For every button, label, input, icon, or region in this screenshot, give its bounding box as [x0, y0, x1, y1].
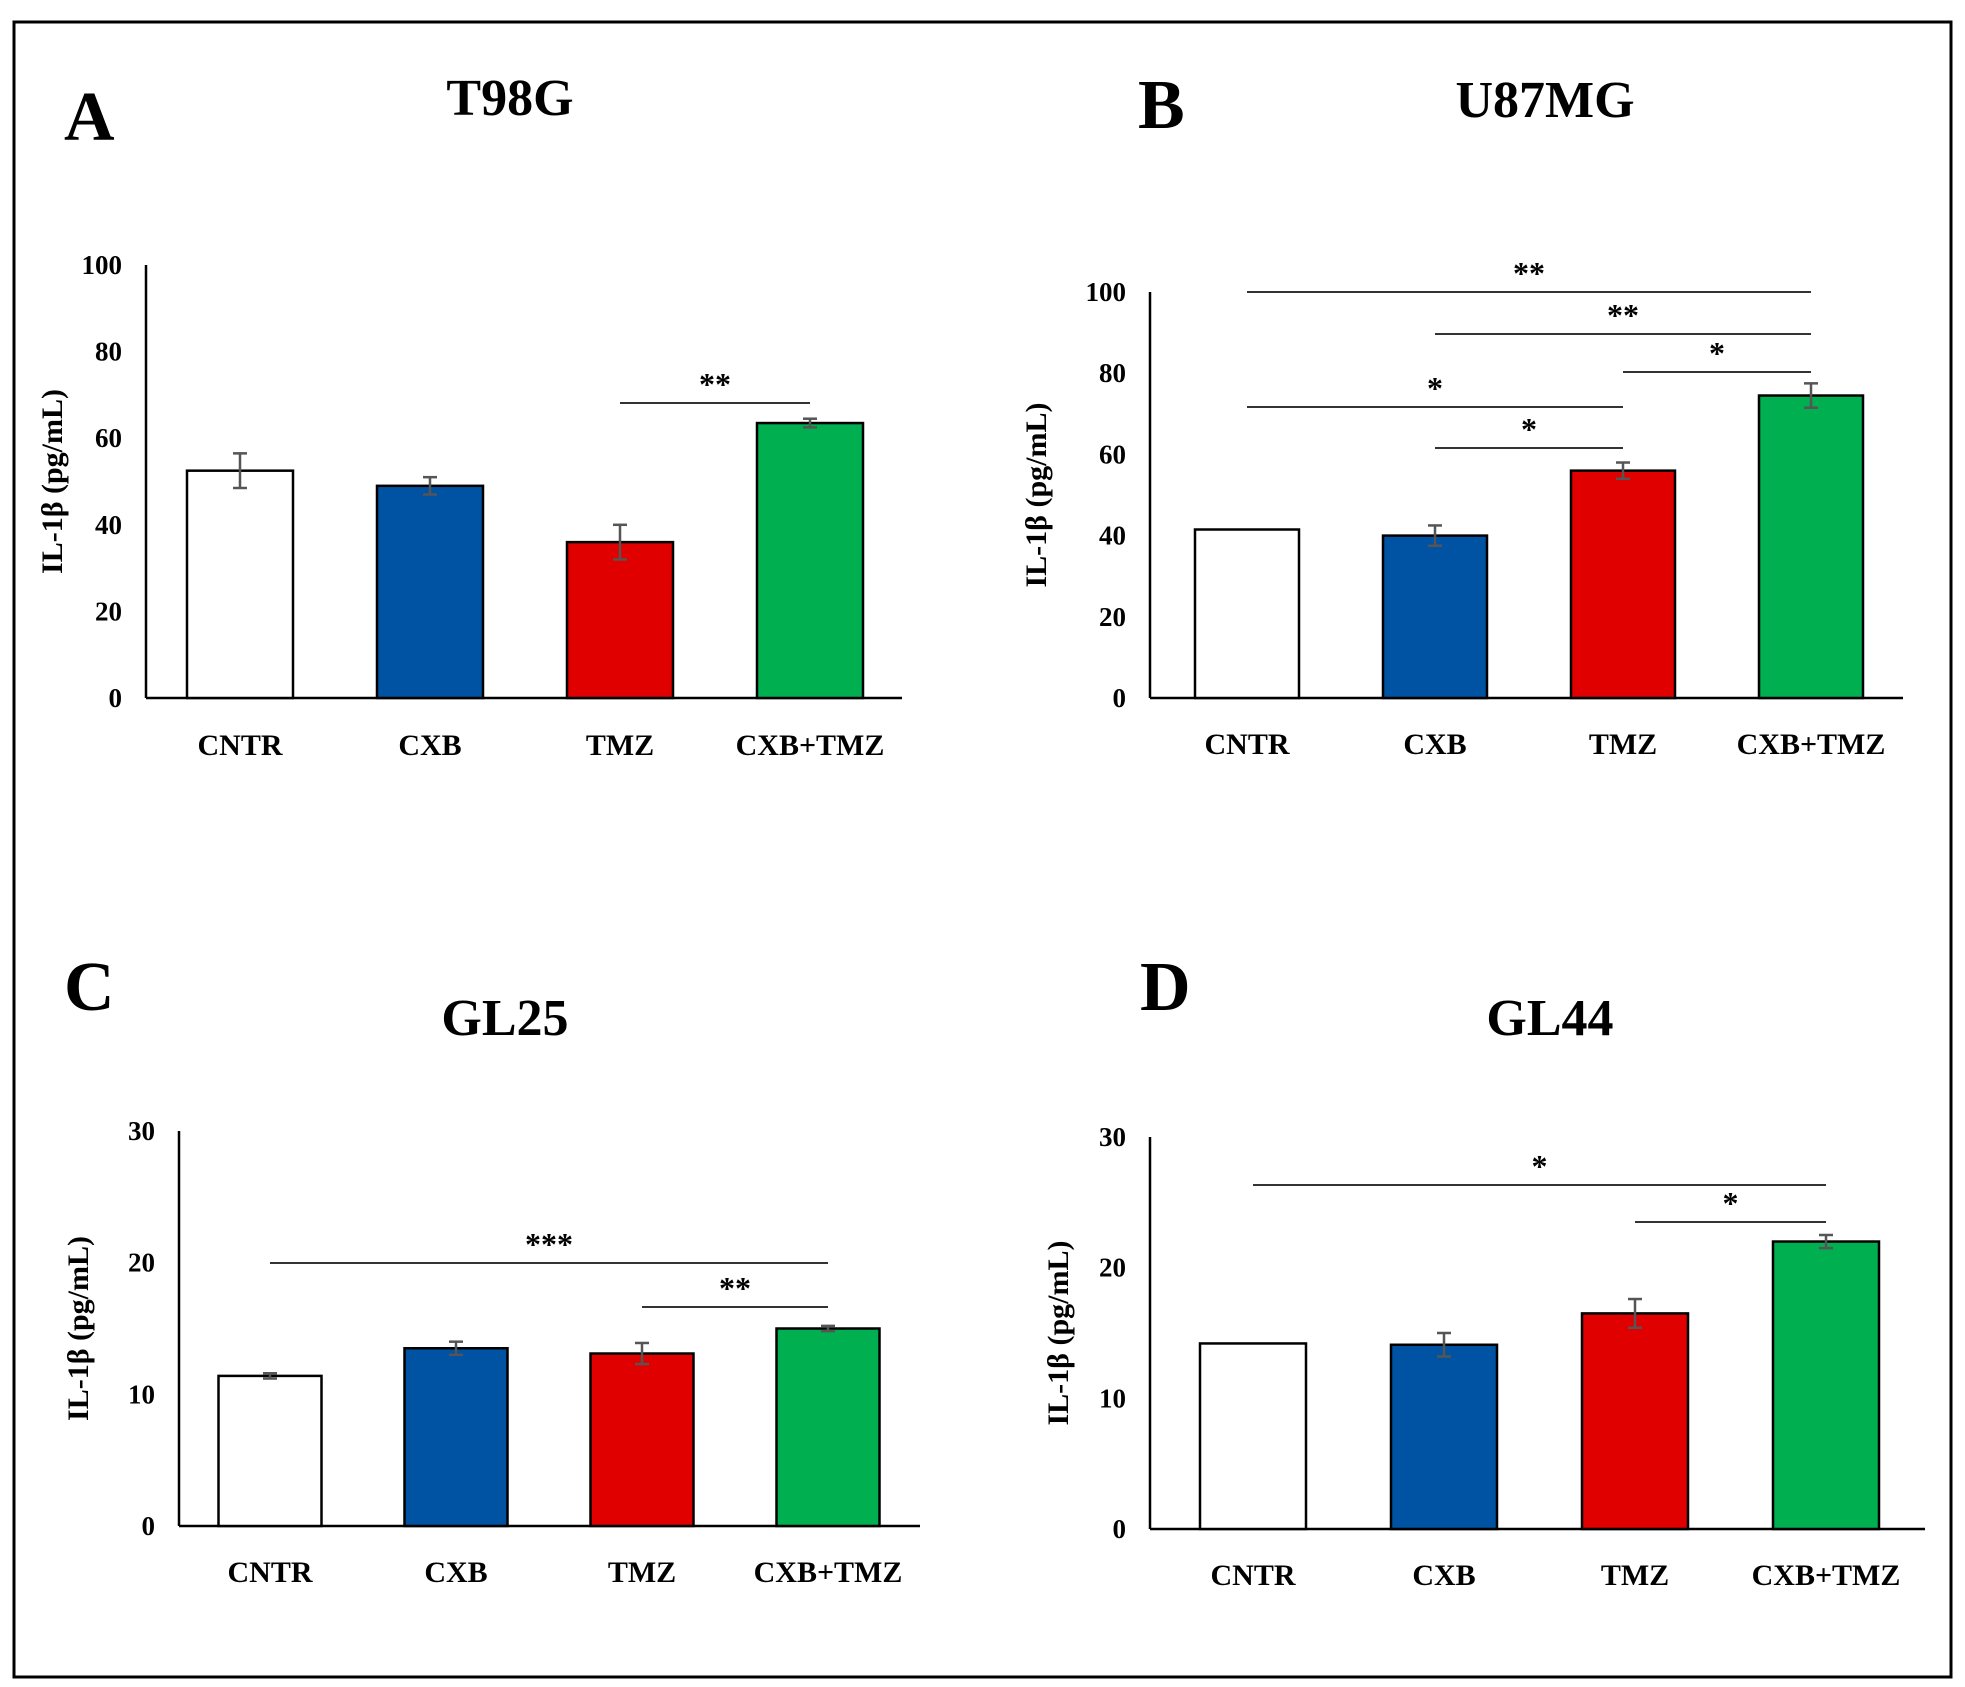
panel-b-category-label: CXB+TMZ	[1737, 728, 1886, 761]
panel-c-bar-tmz	[589, 1352, 695, 1528]
panel-b-significance-label: *	[1521, 411, 1537, 447]
panel-a-y-axis-label: IL-1β (pg/mL)	[36, 389, 69, 574]
panel-c-bar-cntr	[217, 1374, 323, 1528]
panel-c-category-label: CXB	[424, 1556, 487, 1589]
panel-a-y-tick-label: 100	[82, 250, 123, 280]
panel-b-y-tick-label: 100	[1086, 277, 1127, 307]
panel-b-category-label: CNTR	[1204, 728, 1289, 761]
panel-d-significance-label: *	[1532, 1148, 1548, 1184]
panel-b-significance-label: **	[1607, 297, 1639, 333]
panel-b-bar-tmz	[1569, 469, 1677, 700]
panel-b-letter: B	[1138, 67, 1185, 144]
panel-a-title: T98G	[446, 70, 573, 127]
panel-c-bar-cxb-tmz	[775, 1327, 881, 1528]
panel-c-bar-cxb	[403, 1347, 509, 1528]
panel-c-y-axis-label: IL-1β (pg/mL)	[62, 1236, 95, 1421]
panel-a-y-tick-label: 80	[95, 337, 122, 367]
panel-a-bar-cxb	[375, 484, 485, 700]
panel-d-bar-cxb-tmz	[1771, 1240, 1881, 1531]
panel-c-y-tick-label: 0	[142, 1511, 156, 1541]
panel-b-category-label: CXB	[1403, 728, 1466, 761]
panel-a-category-label: CXB	[398, 729, 461, 762]
panel-a-y-tick-label: 0	[109, 683, 123, 713]
panel-d-bar-tmz	[1580, 1312, 1690, 1531]
panel-c-y-tick-label: 30	[128, 1116, 155, 1146]
panel-d-category-label: CNTR	[1210, 1559, 1295, 1592]
panel-c-title: GL25	[441, 990, 568, 1047]
panel-c-y-tick-label: 10	[128, 1379, 155, 1409]
panel-c-category-label: CXB+TMZ	[754, 1556, 903, 1589]
panel-a-y-tick-label: 40	[95, 510, 122, 540]
panel-d-letter: D	[1140, 949, 1191, 1026]
panel-a-y-tick-label: 20	[95, 596, 122, 626]
panel-b-y-tick-label: 80	[1099, 358, 1126, 388]
panel-b-significance-label: **	[1513, 255, 1545, 291]
panel-c-category-label: CNTR	[227, 1556, 312, 1589]
panel-c-significance-label: ***	[525, 1226, 573, 1262]
panel-b-significance-label: *	[1427, 370, 1443, 406]
panel-d-y-tick-label: 0	[1113, 1514, 1127, 1544]
panel-b-y-tick-label: 20	[1099, 602, 1126, 632]
panel-d-y-tick-label: 30	[1099, 1122, 1126, 1152]
panel-b-bar-cntr	[1193, 528, 1301, 700]
panel-a-bar-cxb-tmz	[755, 421, 865, 700]
panel-b-y-axis-label: IL-1β (pg/mL)	[1020, 403, 1053, 588]
panel-d-y-tick-label: 20	[1099, 1253, 1126, 1283]
panel-d-bar-cntr	[1198, 1342, 1308, 1531]
panel-a-category-label: TMZ	[586, 729, 654, 762]
panel-d-bar-cxb	[1389, 1343, 1499, 1531]
panel-c-category-label: TMZ	[608, 1556, 676, 1589]
panel-b-title: U87MG	[1455, 72, 1634, 129]
panel-a-y-tick-label: 60	[95, 423, 122, 453]
panel-b-y-tick-label: 60	[1099, 439, 1126, 469]
panel-a-bar-cntr	[185, 469, 295, 700]
panel-d-category-label: CXB	[1412, 1559, 1475, 1592]
panel-b-bar-cxb	[1381, 534, 1489, 700]
panel-c-y-tick-label: 20	[128, 1248, 155, 1278]
panel-a-bar-tmz	[565, 540, 675, 700]
panel-d-significance-label: *	[1723, 1185, 1739, 1221]
panel-a-category-label: CNTR	[197, 729, 282, 762]
panel-a-category-label: CXB+TMZ	[736, 729, 885, 762]
panel-a-letter: A	[64, 79, 115, 156]
panel-b-y-tick-label: 0	[1113, 683, 1127, 713]
panel-d-y-axis-label: IL-1β (pg/mL)	[1042, 1241, 1075, 1426]
panel-d-title: GL44	[1486, 990, 1613, 1047]
panel-b-y-tick-label: 40	[1099, 521, 1126, 551]
panel-b-significance-label: *	[1709, 335, 1725, 371]
panel-a-significance-label: **	[699, 366, 731, 402]
panel-d-category-label: TMZ	[1601, 1559, 1669, 1592]
panel-b-category-label: TMZ	[1589, 728, 1657, 761]
panel-d-category-label: CXB+TMZ	[1752, 1559, 1901, 1592]
panel-d-y-tick-label: 10	[1099, 1383, 1126, 1413]
panel-c-letter: C	[64, 949, 115, 1026]
panel-b-bar-cxb-tmz	[1757, 394, 1865, 700]
panel-c-significance-label: **	[719, 1270, 751, 1306]
